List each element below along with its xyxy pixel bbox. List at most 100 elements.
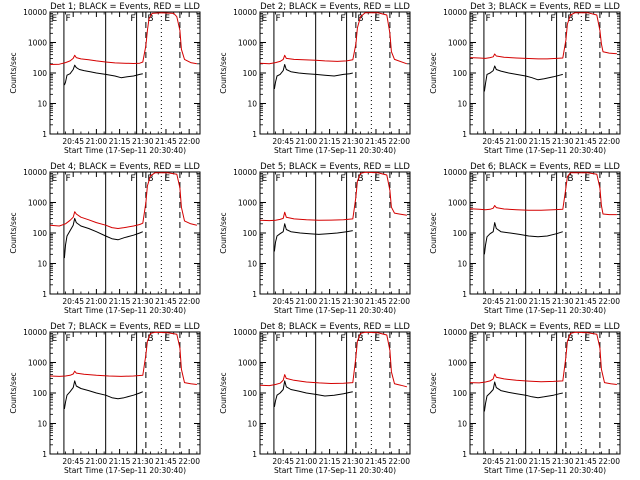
y-tick-label: 1 [252,130,257,139]
series-lld-line [259,331,408,388]
y-tick-label: 1 [252,290,257,299]
x-tick-label: 21:00 [506,457,528,466]
y-tick-label: 1000 [448,39,467,48]
x-tick-label: 21:30 [132,297,154,306]
panel-title: Det 4; BLACK = Events, RED = LLD [50,162,200,172]
series-lld-line [469,12,617,60]
plot-frame [49,11,201,135]
region-label: E [52,334,58,344]
region-label: F [130,334,135,344]
y-tick-label: 10000 [23,168,47,177]
x-tick-label: 21:00 [296,457,318,466]
x-tick-label: 21:45 [155,297,177,306]
detector-panel-4: Det 4; BLACK = Events, RED = LLD 1 10 100 10… [9,162,201,315]
y-tick-label: 10 [457,260,467,269]
region-label: F [550,174,555,184]
y-tick-label: 1 [462,130,467,139]
region-label: F [485,14,490,24]
region-label: F [65,14,70,24]
x-tick-label: 22:00 [598,457,620,466]
x-tick-label: 21:45 [155,137,177,146]
x-axis-label: Start Time (17-Sep-11 20:30:40) [484,146,606,155]
x-axis-label: Start Time (17-Sep-11 20:30:40) [274,306,396,315]
y-axis-label: Counts/sec [9,372,18,413]
x-tick-label: 20:45 [482,297,504,306]
y-tick-label: 100 [243,389,258,398]
y-tick-label: 1 [42,290,47,299]
region-label: E [584,174,590,184]
region-label: B [147,334,153,344]
x-tick-label: 20:45 [272,137,294,146]
x-tick-label: 20:45 [62,137,84,146]
region-label: E [262,334,268,344]
x-tick-label: 20:45 [482,137,504,146]
region-label: F [275,174,280,184]
region-label: F [130,14,135,24]
y-tick-label: 1 [252,450,257,459]
series-events-line [273,223,353,252]
x-tick-label: 21:00 [86,137,108,146]
series-events-line [483,65,563,92]
y-tick-label: 10 [247,260,257,269]
detector-panel-8: Det 8; BLACK = Events, RED = LLD 1 10 100 10… [219,322,411,475]
panel-title: Det 1; BLACK = Events, RED = LLD [50,2,200,12]
region-label: F [550,334,555,344]
x-tick-label: 21:45 [575,297,597,306]
x-tick-label: 21:30 [552,457,574,466]
y-tick-label: 1000 [28,359,47,368]
x-tick-label: 20:45 [62,297,84,306]
x-tick-label: 21:15 [529,297,551,306]
region-label: F [340,14,345,24]
x-tick-label: 21:30 [342,137,364,146]
x-tick-label: 21:15 [529,137,551,146]
region-label: E [262,14,268,24]
x-tick-label: 21:30 [132,457,154,466]
series-lld-line [469,331,617,385]
y-axis-label: Counts/sec [429,52,438,93]
series-events-line [63,64,143,86]
series-lld-line [259,171,407,222]
x-tick-label: 21:15 [529,457,551,466]
y-tick-label: 10 [247,420,257,429]
detector-panel-3: Det 3; BLACK = Events, RED = LLD 1 10 100 10… [429,2,621,155]
series-events-line [63,217,143,259]
x-axis-label: Start Time (17-Sep-11 20:30:40) [484,306,606,315]
y-tick-label: 1000 [28,199,47,208]
series-lld-line [49,331,197,385]
y-tick-label: 1 [462,450,467,459]
series-lld-line [49,12,197,65]
y-tick-label: 10000 [23,328,47,337]
x-tick-label: 22:00 [178,297,200,306]
x-tick-label: 21:45 [575,457,597,466]
y-tick-label: 10 [457,100,467,109]
x-tick-label: 21:30 [342,297,364,306]
x-tick-label: 22:00 [598,137,620,146]
x-tick-label: 21:00 [296,297,318,306]
series-lld-line [259,12,408,65]
panel-title: Det 8; BLACK = Events, RED = LLD [260,322,410,332]
series-events-line [273,380,353,407]
region-label: E [52,174,58,184]
region-label: B [567,174,573,184]
region-label: E [472,14,478,24]
x-tick-label: 21:45 [575,137,597,146]
y-tick-label: 10000 [443,8,467,17]
y-tick-label: 1000 [238,359,257,368]
x-tick-label: 21:45 [365,297,387,306]
region-label: F [65,334,70,344]
y-tick-label: 10000 [233,168,257,177]
y-axis-label: Counts/sec [9,52,18,93]
x-tick-label: 21:00 [86,457,108,466]
y-tick-label: 1000 [238,39,257,48]
x-tick-label: 21:15 [319,457,341,466]
y-tick-label: 100 [33,389,48,398]
region-label: E [584,334,590,344]
x-tick-label: 22:00 [388,457,410,466]
region-label: E [584,14,590,24]
series-lld-line [469,172,617,216]
panel-title: Det 9; BLACK = Events, RED = LLD [470,322,620,332]
y-tick-label: 100 [33,69,48,78]
detector-panel-2: Det 2; BLACK = Events, RED = LLD 1 10 100 10… [219,2,411,155]
y-tick-label: 1 [462,290,467,299]
region-label: F [65,174,70,184]
